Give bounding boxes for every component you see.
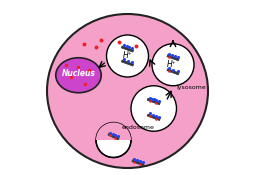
Point — [153, 102, 157, 104]
Wedge shape — [96, 122, 131, 140]
Point — [154, 99, 158, 101]
Point — [64, 63, 68, 66]
Point — [113, 134, 117, 136]
Point — [83, 83, 87, 85]
Circle shape — [106, 35, 148, 77]
Point — [81, 42, 85, 45]
Point — [153, 114, 157, 117]
Point — [124, 45, 128, 48]
Point — [153, 117, 157, 120]
Polygon shape — [107, 133, 119, 140]
Point — [167, 53, 171, 55]
Point — [152, 98, 156, 101]
Point — [135, 159, 139, 162]
Circle shape — [151, 44, 193, 86]
Point — [137, 160, 141, 162]
Text: endosome: endosome — [121, 125, 154, 130]
Point — [121, 44, 125, 47]
Point — [156, 115, 160, 118]
Text: H⁺: H⁺ — [167, 60, 176, 69]
Point — [113, 136, 117, 139]
Polygon shape — [147, 98, 160, 105]
Point — [69, 76, 73, 78]
Point — [172, 55, 176, 57]
Point — [125, 59, 130, 62]
Point — [99, 39, 103, 42]
Point — [167, 67, 171, 69]
Point — [171, 68, 175, 71]
Point — [156, 99, 160, 102]
Text: lysosome: lysosome — [176, 85, 205, 90]
Point — [87, 69, 91, 71]
Point — [115, 135, 119, 137]
Point — [93, 46, 98, 49]
Polygon shape — [121, 60, 133, 66]
Ellipse shape — [56, 58, 101, 93]
Circle shape — [96, 122, 131, 158]
Point — [149, 97, 153, 100]
Polygon shape — [166, 69, 178, 75]
Point — [134, 44, 138, 47]
Point — [121, 58, 125, 61]
Point — [166, 69, 170, 72]
Point — [127, 46, 131, 49]
Point — [132, 160, 136, 163]
Point — [110, 132, 115, 135]
Point — [169, 54, 173, 57]
Point — [116, 41, 120, 43]
Point — [130, 47, 134, 50]
Point — [147, 99, 151, 102]
Point — [108, 131, 112, 134]
Point — [147, 115, 151, 118]
Point — [140, 161, 144, 163]
Text: H⁺: H⁺ — [122, 51, 132, 61]
Ellipse shape — [47, 14, 207, 168]
Point — [130, 61, 134, 64]
Polygon shape — [121, 46, 133, 52]
Polygon shape — [131, 160, 144, 166]
Point — [147, 112, 151, 115]
Point — [76, 65, 80, 68]
Text: Nucleus: Nucleus — [61, 69, 95, 78]
Polygon shape — [147, 114, 160, 120]
Circle shape — [131, 86, 176, 131]
Point — [175, 70, 179, 72]
Point — [147, 96, 151, 99]
Point — [175, 56, 179, 58]
Point — [166, 55, 170, 58]
Point — [132, 158, 136, 160]
Point — [137, 163, 141, 165]
Point — [107, 134, 112, 137]
Polygon shape — [166, 55, 178, 61]
Point — [150, 113, 154, 116]
